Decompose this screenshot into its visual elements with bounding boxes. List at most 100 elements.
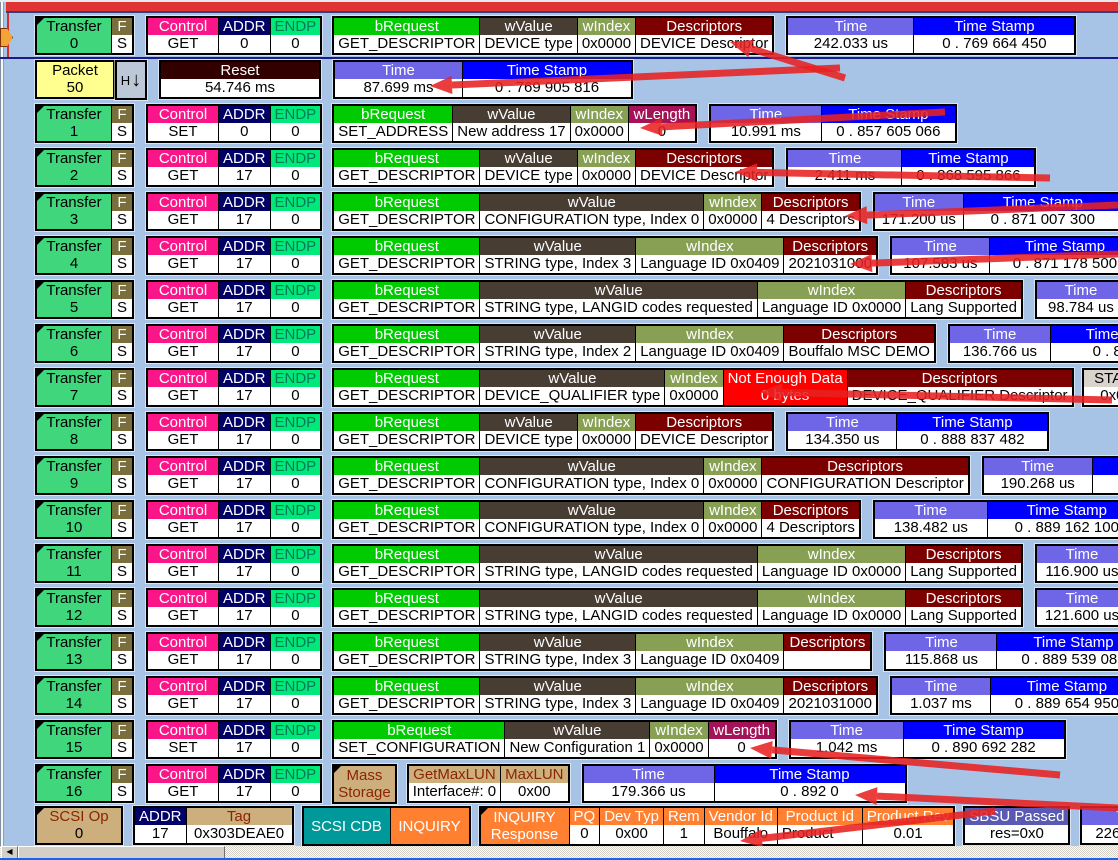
brequest-value[interactable]: SET_ADDRESS [334,123,453,141]
windex-cell[interactable]: wIndex Language ID 0x0000 [756,590,906,625]
hub-marker-cell[interactable]: H ↓ [117,62,145,98]
f-header[interactable]: F [112,678,132,695]
transfer-cell[interactable]: Transfer 1 [37,106,111,141]
transfer-value[interactable]: 7 [37,387,111,405]
product-rev-value[interactable]: 0.01 [862,825,954,843]
descriptors-cell[interactable]: Descriptors DEVICE Descriptor [635,18,773,53]
clipped-timestamp-value[interactable]: 0 . 871 40 [1050,343,1118,361]
collapse-marker-icon[interactable] [334,766,342,773]
wvalue-header[interactable]: wValue [480,18,577,35]
endp-header[interactable]: ENDP [270,194,321,211]
addr-value[interactable]: 17 [219,211,270,229]
time-stamp-value[interactable]: 0 . 890 692 282 [903,739,1064,757]
control-header[interactable]: Control [148,634,218,651]
f-header[interactable]: F [112,502,132,519]
wlength-header[interactable]: wLength [628,106,695,123]
descriptors-value[interactable]: 2021031000 [784,695,876,713]
pq-header[interactable]: PQ [569,808,600,825]
endp-value[interactable]: 0 [270,695,321,713]
product-rev-cell[interactable]: Product Rev 0.01 [861,808,954,844]
collapse-marker-icon[interactable] [37,766,44,773]
tag-value[interactable]: 0x303DEAE0 [186,825,292,843]
addr-value[interactable]: 0 [219,35,270,53]
transfer-value[interactable]: 1 [37,123,111,141]
windex-value[interactable]: 0x0000 [577,167,636,185]
brequest-header[interactable]: bRequest [334,370,480,387]
maxlun-header[interactable]: MaxLUN [501,766,568,783]
endp-value[interactable]: 0 [270,475,321,493]
time-value[interactable]: 242.033 us [788,35,914,53]
control-header[interactable]: Control [148,282,218,299]
endp-header[interactable]: ENDP [270,678,321,695]
addr-value[interactable]: 17 [219,739,270,757]
wvalue-header[interactable]: wValue [480,414,577,431]
transfer-header[interactable]: Transfer [37,678,111,695]
time-stamp-header[interactable]: Time Stamp [821,106,955,123]
control-value[interactable]: GET [148,255,218,273]
descriptors-cell[interactable]: Descriptors [783,634,871,669]
windex-header[interactable]: wIndex [704,458,762,475]
windex-value[interactable]: 0x0000 [704,519,762,537]
time-header[interactable]: Time [788,414,897,431]
windex-value[interactable]: 0x0000 [665,387,723,405]
brequest-value[interactable]: GET_DESCRIPTOR [334,255,480,273]
collapse-marker-icon[interactable] [37,326,44,333]
descriptors-value[interactable]: DEVICE_QUALIFIER Descriptor [847,387,1072,405]
clipped-timestamp-value[interactable]: 0 . 88 [1092,475,1118,493]
windex-cell[interactable]: wIndex 0x0000 [703,502,762,537]
control-value[interactable]: GET [148,651,218,669]
endp-cell[interactable]: ENDP 0 [269,766,321,801]
wvalue-header[interactable]: wValue [480,634,636,651]
transfer-cell[interactable]: Transfer 13 [37,634,111,669]
product-rev-header[interactable]: Product Rev [862,808,954,825]
wlength-cell[interactable]: wLength 0 [707,722,775,757]
addr-cell[interactable]: ADDR 17 [218,370,270,405]
wvalue-value[interactable]: STRING type, LANGID codes requested [480,299,757,317]
brequest-value[interactable]: GET_DESCRIPTOR [334,35,480,53]
endp-value[interactable]: 0 [270,431,321,449]
descriptors-value[interactable]: DEVICE Descriptor [636,35,773,53]
endp-cell[interactable]: ENDP 0 [269,502,321,537]
windex-cell[interactable]: wIndex 0x0000 [664,370,723,405]
time-stamp-cell[interactable]: Time Stamp 0 . 871 007 300 [962,194,1118,229]
wvalue-header[interactable]: wValue [480,370,665,387]
f-value[interactable]: S [112,739,132,757]
time-header[interactable]: Time [583,766,714,783]
addr-value[interactable]: 17 [219,783,270,801]
wvalue-header[interactable]: wValue [480,238,636,255]
stall-header[interactable]: STALL [1083,370,1118,387]
transfer-cell[interactable]: Transfer 7 [37,370,111,405]
endp-header[interactable]: ENDP [270,722,321,739]
wvalue-value[interactable]: STRING type, Index 3 [480,695,636,713]
wvalue-header[interactable]: wValue [453,106,570,123]
wvalue-header[interactable]: wValue [480,502,704,519]
descriptors-value[interactable]: Lang Supported [906,607,1021,625]
f-value[interactable]: S [112,167,132,185]
windex-header[interactable]: wIndex [636,326,784,343]
wvalue-cell[interactable]: wValue STRING type, LANGID codes requeste… [479,590,757,625]
getmaxlun-cell[interactable]: GetMaxLUN Interface#: 0 [408,766,501,801]
time-stamp-header[interactable]: Time Stamp [897,414,1048,431]
f-value[interactable]: S [112,783,132,801]
descriptors-cell[interactable]: Descriptors CONFIGURATION Descriptor [761,458,968,493]
brequest-cell[interactable]: bRequest GET_DESCRIPTOR [334,634,480,669]
collapse-marker-icon[interactable] [37,458,44,465]
time-header[interactable]: Time [790,722,903,739]
inquiry-response-cell[interactable]: INQUIRY Response [480,808,569,844]
windex-header[interactable]: wIndex [577,18,636,35]
time-cell[interactable]: Time226.334 us [1082,808,1118,843]
time-cell[interactable]: Time 134.350 us [788,414,897,449]
transfer-cell[interactable]: Transfer 14 [37,678,111,713]
descriptors-header[interactable]: Descriptors [847,370,1072,387]
tag-cell[interactable]: Tag 0x303DEAE0 [185,808,292,843]
descriptors-value[interactable]: CONFIGURATION Descriptor [762,475,968,493]
brequest-header[interactable]: bRequest [334,722,505,739]
control-header[interactable]: Control [148,502,218,519]
endp-header[interactable]: ENDP [270,458,321,475]
brequest-value[interactable]: GET_DESCRIPTOR [334,651,480,669]
